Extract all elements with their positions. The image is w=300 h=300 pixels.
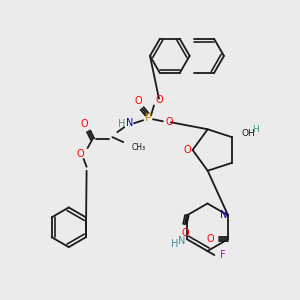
Text: O: O	[206, 234, 214, 244]
Text: O: O	[81, 119, 88, 129]
Text: N: N	[178, 236, 186, 246]
Text: O: O	[134, 97, 142, 106]
Text: H: H	[252, 125, 259, 134]
Text: O: O	[165, 117, 172, 127]
Text: F: F	[220, 250, 225, 260]
Text: N: N	[125, 118, 133, 128]
Text: H: H	[118, 119, 125, 129]
Text: CH₃: CH₃	[131, 142, 145, 152]
Text: N: N	[220, 210, 228, 220]
Text: P: P	[145, 113, 152, 123]
Text: O: O	[184, 145, 191, 155]
Text: O: O	[181, 228, 189, 238]
Text: H: H	[171, 239, 179, 249]
Text: O: O	[77, 149, 85, 159]
Text: OH: OH	[242, 129, 256, 138]
Text: O: O	[155, 95, 163, 106]
